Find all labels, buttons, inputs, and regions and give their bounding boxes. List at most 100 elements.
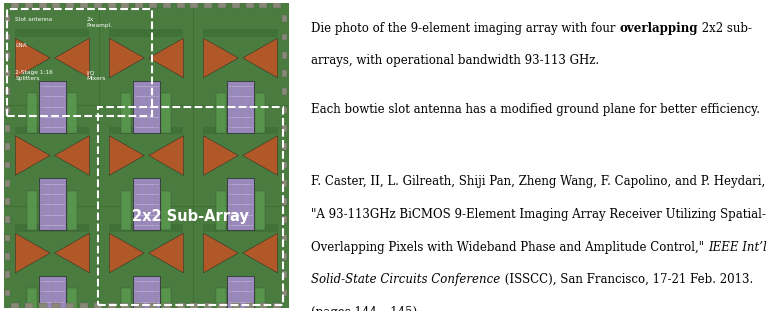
Bar bbox=[282, 253, 287, 260]
Text: (pages 144 – 145): (pages 144 – 145) bbox=[312, 306, 418, 311]
Bar bbox=[5, 15, 10, 22]
Polygon shape bbox=[109, 136, 144, 175]
Text: Die photo of the 9-element imaging array with four: Die photo of the 9-element imaging array… bbox=[312, 22, 619, 35]
Bar bbox=[282, 143, 287, 150]
Bar bbox=[218, 2, 226, 8]
Bar bbox=[203, 224, 277, 232]
Bar bbox=[255, 191, 266, 230]
Bar bbox=[216, 191, 226, 230]
Bar bbox=[67, 191, 77, 230]
Text: I/Q
Mixers: I/Q Mixers bbox=[87, 70, 106, 81]
Polygon shape bbox=[203, 38, 238, 78]
Bar bbox=[66, 2, 74, 8]
Polygon shape bbox=[203, 136, 238, 175]
Bar bbox=[122, 2, 130, 8]
Bar bbox=[149, 303, 157, 309]
Text: "A 93-113GHz BiCMOS 9-Element Imaging Array Receiver Utilizing Spatial-: "A 93-113GHz BiCMOS 9-Element Imaging Ar… bbox=[312, 208, 766, 221]
Bar bbox=[66, 303, 74, 309]
Bar bbox=[11, 2, 19, 8]
Bar bbox=[282, 34, 287, 40]
Bar bbox=[259, 303, 267, 309]
Bar bbox=[27, 93, 37, 133]
Bar bbox=[25, 303, 33, 309]
Bar bbox=[227, 276, 254, 311]
Bar bbox=[94, 2, 102, 8]
Polygon shape bbox=[16, 136, 50, 175]
Polygon shape bbox=[4, 3, 289, 308]
Bar bbox=[25, 2, 33, 8]
Text: F. Caster, II, L. Gilreath, Shiji Pan, Zheng Wang, F. Capolino, and P. Heydari,: F. Caster, II, L. Gilreath, Shiji Pan, Z… bbox=[312, 175, 765, 188]
Bar bbox=[273, 2, 281, 8]
Bar bbox=[98, 107, 284, 305]
Bar bbox=[205, 2, 212, 8]
Bar bbox=[108, 2, 116, 8]
Polygon shape bbox=[55, 136, 89, 175]
Bar bbox=[149, 2, 157, 8]
Bar bbox=[282, 70, 287, 77]
Bar bbox=[282, 107, 287, 114]
Polygon shape bbox=[55, 38, 89, 78]
Bar bbox=[259, 2, 267, 8]
Bar bbox=[5, 290, 10, 296]
Bar bbox=[216, 93, 226, 133]
Polygon shape bbox=[148, 38, 184, 78]
Bar bbox=[5, 52, 10, 58]
Bar bbox=[109, 127, 184, 134]
Bar bbox=[133, 178, 160, 230]
Bar bbox=[5, 216, 10, 223]
Bar bbox=[282, 162, 287, 168]
Bar bbox=[5, 125, 10, 132]
Text: LNA: LNA bbox=[16, 43, 27, 48]
Text: 2x2 sub-: 2x2 sub- bbox=[698, 22, 752, 35]
Polygon shape bbox=[148, 136, 184, 175]
Bar bbox=[282, 198, 287, 205]
Bar bbox=[282, 180, 287, 187]
Bar bbox=[282, 52, 287, 58]
Bar bbox=[67, 288, 77, 311]
Bar bbox=[282, 216, 287, 223]
Bar bbox=[122, 191, 131, 230]
Bar bbox=[255, 93, 266, 133]
Bar bbox=[282, 290, 287, 296]
Bar bbox=[177, 303, 184, 309]
Bar bbox=[122, 93, 131, 133]
Bar bbox=[67, 93, 77, 133]
Bar bbox=[273, 303, 281, 309]
Bar bbox=[38, 2, 47, 8]
Bar bbox=[246, 303, 254, 309]
Bar bbox=[52, 2, 60, 8]
Polygon shape bbox=[55, 233, 89, 273]
Bar bbox=[162, 288, 171, 311]
Bar bbox=[163, 303, 171, 309]
Bar bbox=[38, 303, 47, 309]
Bar bbox=[80, 2, 88, 8]
Polygon shape bbox=[148, 233, 184, 273]
Bar bbox=[109, 29, 184, 37]
Bar bbox=[7, 9, 152, 116]
Bar bbox=[282, 15, 287, 22]
Bar bbox=[52, 303, 60, 309]
Text: arrays, with operational bandwidth 93-113 GHz.: arrays, with operational bandwidth 93-11… bbox=[312, 54, 600, 67]
Bar bbox=[227, 81, 254, 133]
Bar bbox=[39, 276, 66, 311]
Polygon shape bbox=[243, 38, 277, 78]
Bar bbox=[5, 162, 10, 168]
Bar bbox=[5, 143, 10, 150]
Bar bbox=[16, 29, 89, 37]
Bar bbox=[191, 2, 198, 8]
Text: 2x
Preampl.: 2x Preampl. bbox=[87, 17, 112, 28]
Polygon shape bbox=[109, 38, 144, 78]
Bar bbox=[133, 81, 160, 133]
Bar bbox=[94, 303, 102, 309]
Bar bbox=[5, 180, 10, 187]
Bar bbox=[246, 2, 254, 8]
Text: 2x2 Sub-Array: 2x2 Sub-Array bbox=[132, 209, 249, 224]
Bar bbox=[5, 34, 10, 40]
Bar bbox=[282, 125, 287, 132]
Bar bbox=[203, 29, 277, 37]
Bar bbox=[205, 303, 212, 309]
Text: IEEE Int’l: IEEE Int’l bbox=[708, 241, 767, 253]
Text: overlapping: overlapping bbox=[619, 22, 698, 35]
Bar bbox=[218, 303, 226, 309]
Bar bbox=[5, 253, 10, 260]
